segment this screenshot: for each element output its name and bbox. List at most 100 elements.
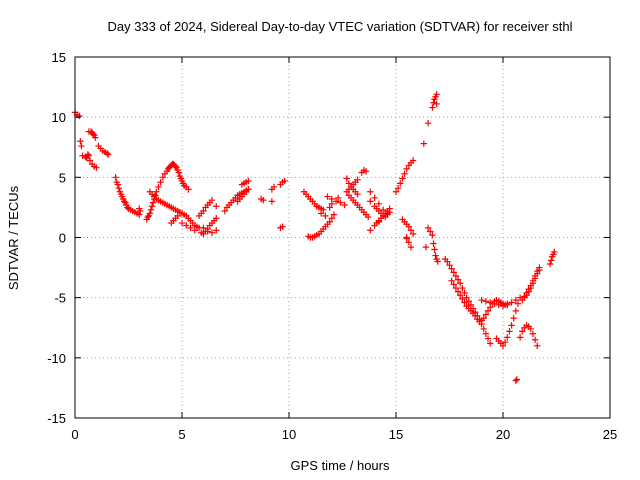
data-point xyxy=(104,151,112,158)
x-tick-label: 0 xyxy=(71,427,78,442)
data-points xyxy=(71,91,558,384)
data-point xyxy=(362,168,370,175)
data-point xyxy=(467,301,475,309)
data-point xyxy=(343,175,350,182)
data-point xyxy=(482,330,490,337)
data-point xyxy=(367,227,374,234)
data-point xyxy=(93,164,100,171)
data-point xyxy=(392,188,400,195)
data-point xyxy=(551,248,558,256)
data-point xyxy=(547,257,555,264)
data-point xyxy=(183,222,190,229)
data-point xyxy=(159,174,166,181)
data-point xyxy=(484,307,492,315)
data-point xyxy=(394,184,402,192)
data-point xyxy=(454,276,462,283)
data-point xyxy=(268,198,276,205)
data-point xyxy=(322,212,329,220)
data-point xyxy=(204,228,211,235)
data-point xyxy=(536,264,543,271)
data-point xyxy=(504,334,511,341)
data-point xyxy=(486,299,494,306)
data-point xyxy=(529,277,537,285)
x-tick-label: 20 xyxy=(496,427,510,442)
data-point xyxy=(448,277,455,285)
data-point xyxy=(337,199,344,206)
data-point xyxy=(89,130,97,138)
data-point xyxy=(157,178,164,186)
data-point xyxy=(482,298,490,305)
data-point xyxy=(531,336,539,343)
data-point xyxy=(335,194,342,201)
data-point xyxy=(465,298,472,305)
data-point xyxy=(367,198,374,205)
y-tick-label: 10 xyxy=(52,110,66,125)
data-point xyxy=(457,280,464,287)
data-point xyxy=(420,140,428,147)
data-point xyxy=(527,325,535,333)
data-point xyxy=(208,196,216,204)
x-tick-label: 10 xyxy=(282,427,296,442)
data-point xyxy=(114,181,121,188)
data-point xyxy=(320,206,327,214)
data-point xyxy=(155,183,162,191)
data-point xyxy=(328,195,335,203)
data-point xyxy=(512,377,520,384)
x-tick-label: 25 xyxy=(603,427,617,442)
data-point xyxy=(213,215,220,222)
data-point xyxy=(185,186,192,193)
data-point xyxy=(147,206,155,214)
data-point xyxy=(525,286,532,293)
data-point xyxy=(375,218,383,226)
x-tick-label: 5 xyxy=(178,427,185,442)
data-point xyxy=(149,199,157,206)
data-point xyxy=(367,188,374,195)
data-point xyxy=(121,198,128,205)
data-point xyxy=(313,203,321,210)
data-point xyxy=(401,170,408,177)
data-point xyxy=(281,177,288,185)
data-point xyxy=(519,328,526,335)
data-point xyxy=(430,240,437,247)
data-point xyxy=(512,307,520,315)
data-point xyxy=(375,200,383,208)
data-point xyxy=(403,165,410,173)
data-point xyxy=(92,134,99,141)
data-point xyxy=(79,152,86,159)
data-point xyxy=(112,174,119,181)
data-point xyxy=(499,302,507,310)
data-point xyxy=(444,258,451,265)
data-point xyxy=(84,151,92,158)
data-point xyxy=(506,328,513,335)
data-point xyxy=(146,210,154,217)
x-tick-label: 15 xyxy=(389,427,403,442)
data-point xyxy=(513,376,521,383)
data-point xyxy=(433,91,440,98)
data-point xyxy=(461,289,468,297)
grid-lines xyxy=(75,57,610,418)
data-point xyxy=(422,243,430,251)
data-point xyxy=(434,258,441,265)
x-axis-label: GPS time / hours xyxy=(291,458,390,473)
data-point xyxy=(527,282,535,289)
data-point xyxy=(330,211,338,218)
data-point xyxy=(432,252,439,259)
data-point xyxy=(508,299,515,306)
data-point xyxy=(399,175,406,182)
data-point xyxy=(379,206,387,214)
data-point xyxy=(332,198,340,205)
data-point xyxy=(175,169,182,176)
data-point xyxy=(317,210,325,217)
data-point xyxy=(397,180,404,187)
data-point xyxy=(523,289,530,297)
data-point xyxy=(407,227,415,234)
data-point xyxy=(260,196,267,204)
data-point xyxy=(326,218,333,226)
data-point xyxy=(78,142,85,150)
data-point xyxy=(531,272,539,280)
data-point xyxy=(279,223,286,230)
chart-title: Day 333 of 2024, Sidereal Day-to-day VTE… xyxy=(107,19,572,34)
data-point xyxy=(510,314,517,322)
data-point xyxy=(326,204,333,211)
data-point xyxy=(86,157,94,164)
